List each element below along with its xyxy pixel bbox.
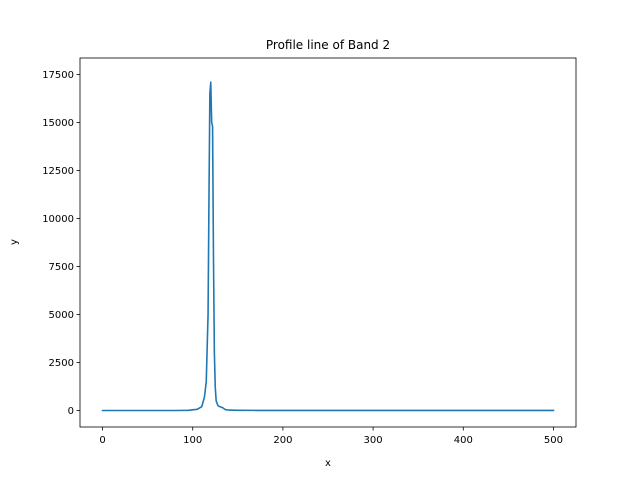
series-line (101, 81, 555, 412)
y-tick-label: 12500 (42, 166, 74, 177)
y-tick-label: 7500 (49, 262, 74, 273)
x-tick-label: 400 (454, 435, 473, 446)
x-tick-label: 500 (544, 435, 563, 446)
plot-area (79, 57, 577, 428)
y-tick-label: 17500 (42, 70, 74, 81)
y-tick-label: 5000 (49, 310, 74, 321)
series-group (101, 81, 555, 412)
y-tick-label: 10000 (42, 214, 74, 225)
y-tick-label: 15000 (42, 118, 74, 129)
x-tick-label: 300 (364, 435, 383, 446)
tick-group: 0 100 200 300 400 500025005000750010000125001… (42, 70, 563, 446)
chart-title: Profile line of Band 2 (266, 38, 390, 52)
x-tick-label: 200 (273, 435, 292, 446)
y-axis-label: y (9, 239, 20, 245)
y-tick-label: 0 (68, 406, 74, 417)
x-axis-label: x (325, 458, 331, 469)
x-tick-label: 100 (183, 435, 202, 446)
y-tick-label: 2500 (49, 358, 74, 369)
x-tick-label: 0 (99, 435, 105, 446)
